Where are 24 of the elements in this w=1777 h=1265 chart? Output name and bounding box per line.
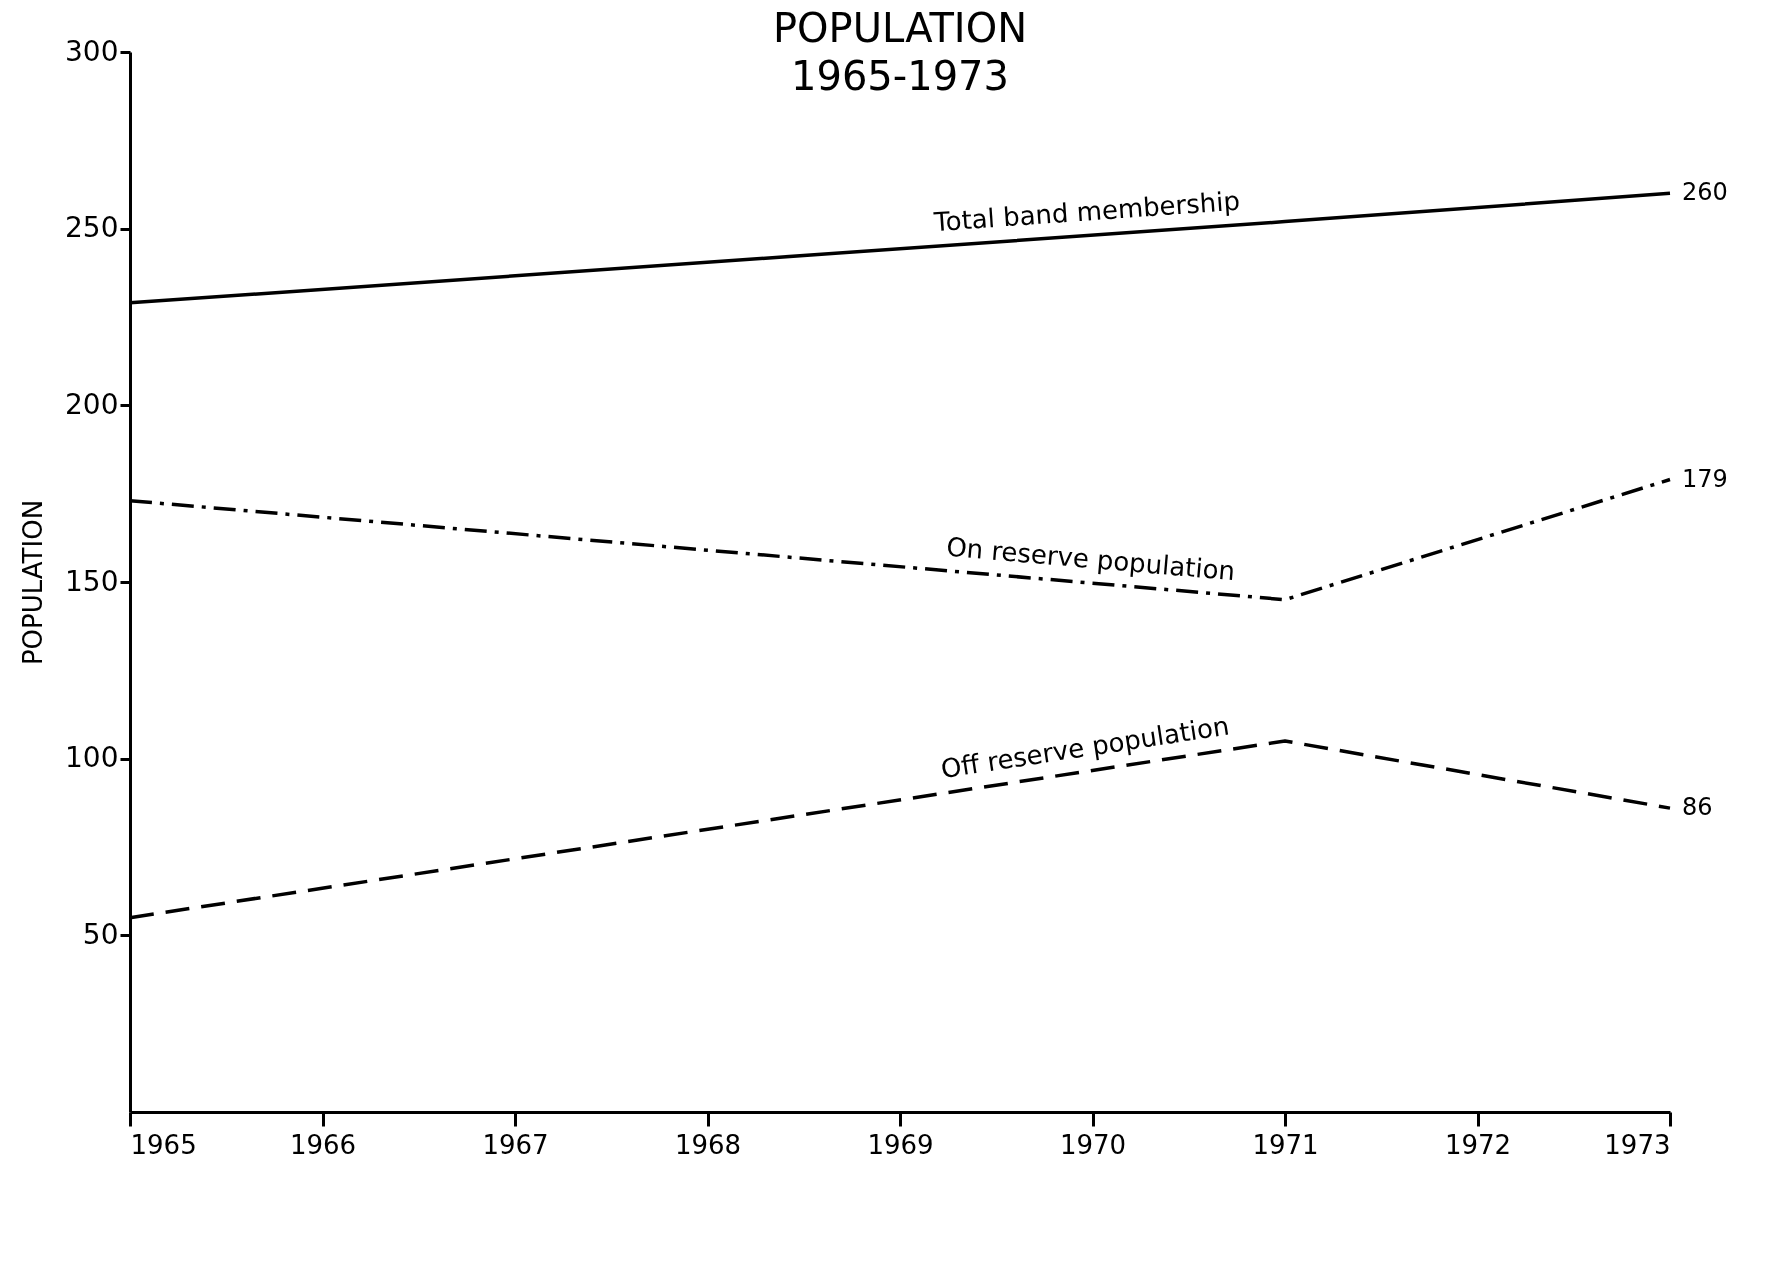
y-tick-label: 150 [65,564,119,598]
data-label: 86 [1682,793,1713,822]
x-tick-label: 1967 [482,1129,549,1160]
chart-title: POPULATION [772,5,1028,51]
y-tick-label: 100 [65,741,119,775]
x-tick-label: 1969 [867,1129,934,1160]
y-axis-title: POPULATION [18,499,49,666]
text: Off reserve population [938,710,1232,785]
x-tick-label: 1966 [289,1129,357,1160]
series-label: On reserve population [945,531,1237,587]
data-label: 260 [1682,178,1728,207]
x-tick-label: 1968 [674,1129,742,1160]
x-tick-label: 1971 [1252,1129,1319,1160]
y-tick-label: 250 [65,211,119,245]
y-tick-label: 300 [65,34,119,68]
data-label: 179 [1682,464,1728,493]
x-tick-label: 1965 [130,1129,197,1160]
x-tick-label: 1973 [1604,1129,1671,1160]
x-tick-label: 1972 [1444,1129,1512,1160]
x-tick-label: 1970 [1059,1129,1127,1160]
y-tick-label: 200 [65,387,119,421]
chart-subtitle: 1965-1973 [790,53,1010,99]
y-tick-label: 50 [82,917,119,951]
series-label: Total band membership [932,185,1241,238]
